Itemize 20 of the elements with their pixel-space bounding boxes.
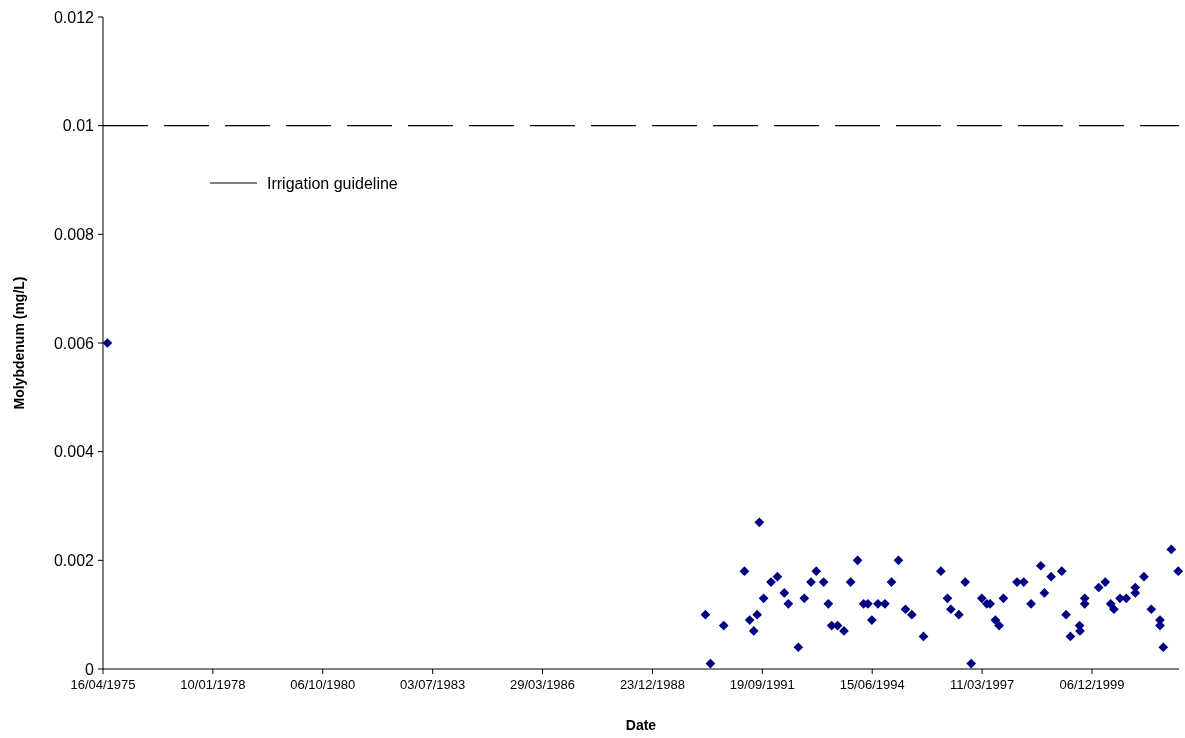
x-tick-label: 16/04/1975 [70, 677, 136, 692]
x-tick-label: 03/07/1983 [400, 677, 466, 692]
x-tick-label: 23/12/1988 [619, 677, 685, 692]
y-tick-label: 0 [85, 660, 95, 678]
y-tick-label: 0.008 [53, 225, 95, 243]
y-tick-label: 0.01 [62, 117, 95, 135]
x-tick-label: 06/10/1980 [290, 677, 356, 692]
y-tick-label: 0.012 [53, 8, 95, 26]
x-axis-title: Date [625, 717, 657, 733]
x-tick-label: 11/03/1997 [950, 677, 1015, 692]
y-axis-title: Molybdenum (mg/L) [11, 276, 27, 410]
y-tick-label: 0.002 [53, 551, 95, 569]
x-tick-label: 10/01/1978 [180, 677, 246, 692]
x-tick-label: 19/09/1991 [729, 677, 795, 692]
y-tick-label: 0.006 [53, 334, 95, 352]
x-tick-label: 15/06/1994 [839, 677, 905, 692]
x-tick-label: 06/12/1999 [1059, 677, 1125, 692]
legend-label: Irrigation guideline [267, 174, 398, 192]
y-tick-label: 0.004 [53, 443, 95, 461]
x-tick-label: 29/03/1986 [510, 677, 576, 692]
